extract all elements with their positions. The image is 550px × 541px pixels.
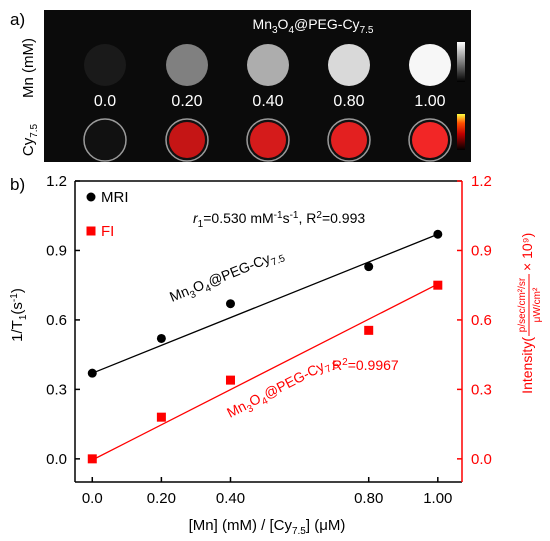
- fluorescence-signal: [412, 122, 448, 158]
- fluorescence-well: [83, 118, 127, 162]
- legend-mri-marker: [86, 192, 96, 202]
- panel-a-label: a): [10, 10, 25, 29]
- fluorescence-signal: [169, 122, 205, 158]
- concentration-label: 0.0: [94, 93, 116, 110]
- chart-area: 0.0 0.20 0.40 0.80 1.00 0.0 0.3 0.6 0.9 1.2 0.0 0.3…: [46, 173, 492, 507]
- fi-data-point: [87, 454, 97, 464]
- left-y-tick-label: 0.0: [46, 451, 67, 468]
- left-y-axis-label: 1/T1(s-1): [9, 288, 29, 342]
- x-tick-label: 0.80: [354, 490, 383, 507]
- concentration-label: 0.20: [171, 93, 202, 110]
- concentration-label: 0.40: [252, 93, 283, 110]
- concentration-label: 1.00: [414, 93, 445, 110]
- mri-data-point: [156, 333, 166, 343]
- right-y-axis-label-suffix: × 10⁹): [519, 233, 535, 271]
- x-axis-label: [Mn] (mM) / [Cy7.5] (μM): [189, 517, 346, 537]
- mri-data-point: [225, 299, 235, 309]
- fluorescence-wells: [83, 118, 452, 162]
- imaging-panel-title: Mn3O4@PEG-Cy7.5: [253, 16, 374, 36]
- fi-fit-line: [91, 283, 439, 461]
- left-y-tick-label: 0.3: [46, 381, 67, 398]
- mri-well: [328, 44, 370, 86]
- fi-data-point: [364, 325, 374, 335]
- fi-data-point: [433, 280, 443, 290]
- mri-data-point: [433, 229, 443, 239]
- fi-compound-label: Mn3O4@PEG-Cy7.5: [224, 351, 341, 424]
- concentration-labels: 0.0 0.20 0.40 0.80 1.00: [94, 93, 446, 110]
- mri-well: [166, 44, 208, 86]
- right-y-tick-label: 0.0: [471, 451, 492, 468]
- mri-grayscale-colorbar: [457, 42, 465, 82]
- legend-fi-marker: [86, 226, 96, 236]
- x-tick-label: 0.40: [216, 490, 245, 507]
- right-y-axis-label-prefix: Intensity(: [519, 337, 535, 394]
- mri-data-point: [364, 262, 374, 272]
- mri-wells: [84, 44, 451, 86]
- x-tick-label: 1.00: [423, 490, 452, 507]
- fi-compound-label-group: Mn3O4@PEG-Cy7.5: [224, 351, 341, 424]
- legend-mri-label: MRI: [101, 189, 129, 206]
- fi-data-point: [156, 412, 166, 422]
- left-y-tick-label: 0.6: [46, 312, 67, 329]
- mri-compound-label-group: Mn3O4@PEG-Cy7.5: [167, 245, 287, 309]
- fluorescence-signal: [331, 122, 367, 158]
- x-tick-label: 0.0: [82, 490, 103, 507]
- fluorescence-heat-colorbar: [457, 114, 465, 150]
- right-y-tick-label: 0.9: [471, 242, 492, 259]
- right-y-tick-label: 0.3: [471, 381, 492, 398]
- mri-fit-equation: r1=0.530 mM-1s-1, R2=0.993: [193, 210, 365, 230]
- panel-b-label: b): [10, 175, 25, 194]
- right-y-tick-label: 0.6: [471, 312, 492, 329]
- mri-row-label: Mn (mM): [20, 38, 37, 98]
- left-y-tick-label: 0.9: [46, 242, 67, 259]
- fi-fit-equation: R2=0.9967: [332, 357, 399, 373]
- fluorescence-signal: [250, 122, 286, 158]
- mri-well: [409, 44, 451, 86]
- fluorescence-row-label: Cy7.5: [20, 123, 40, 156]
- left-y-tick-label: 1.2: [46, 173, 67, 190]
- right-y-axis-label-denominator: μW/cm²: [532, 287, 543, 322]
- mri-compound-label: Mn3O4@PEG-Cy7.5: [167, 245, 287, 309]
- mri-data-point: [87, 368, 97, 378]
- mri-fit-line: [92, 233, 439, 374]
- mri-well: [247, 44, 289, 86]
- right-y-axis-label-numerator: p/sec/cm²/sr: [517, 277, 528, 332]
- mri-well: [84, 44, 126, 86]
- right-y-tick-label: 1.2: [471, 173, 492, 190]
- fi-data-point: [225, 375, 235, 385]
- x-tick-label: 0.20: [147, 490, 176, 507]
- concentration-label: 0.80: [333, 93, 364, 110]
- legend-fi-label: FI: [101, 223, 114, 240]
